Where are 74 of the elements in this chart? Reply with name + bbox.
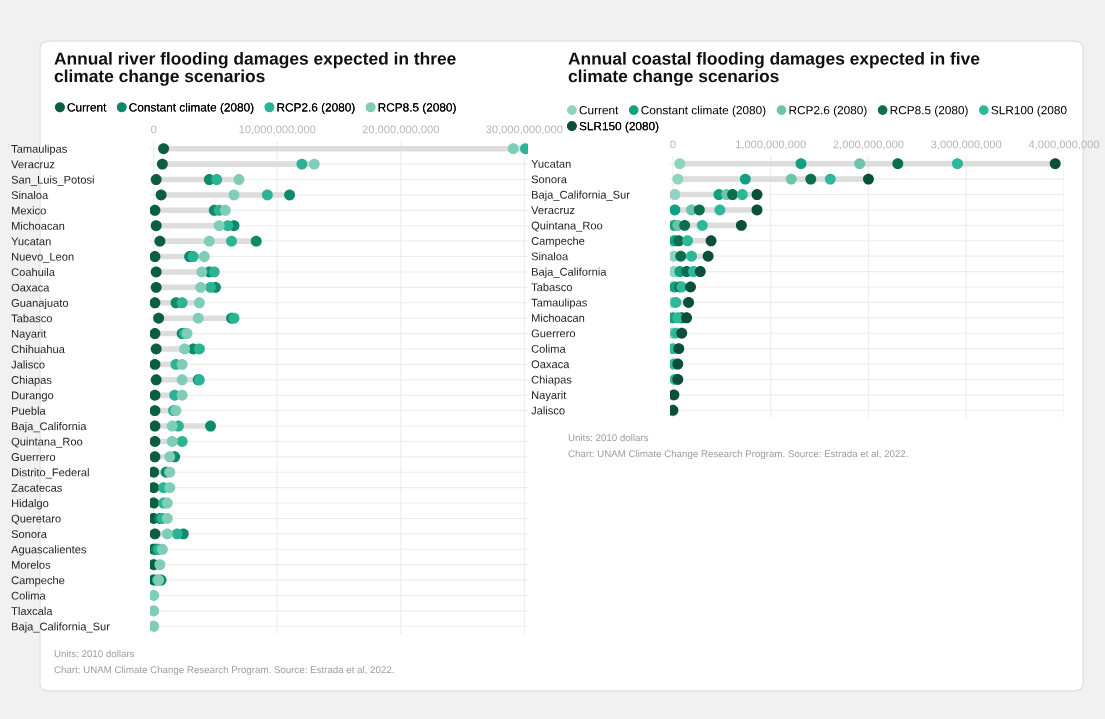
x-tick-label: 0 xyxy=(670,140,676,149)
y-tick-label: Sinaloa xyxy=(11,190,49,200)
legend-label: Constant climate (2080) xyxy=(129,102,254,114)
x-tick-label: 1,000,000,000 xyxy=(736,140,806,150)
y-tick-label: San_Luis_Potosi xyxy=(11,175,94,186)
y-tick-label: Tabasco xyxy=(11,314,53,323)
y-tick-label: Baja_California_Sur xyxy=(532,190,630,201)
x-tick-label: 20,000,000,000 xyxy=(362,125,439,135)
y-tick-label: Chiapas xyxy=(531,375,572,386)
y-tick-label: Michoacan xyxy=(532,313,585,322)
y-tick-label: Baja_California xyxy=(532,267,607,278)
y-tick-label: Sinaloa xyxy=(531,252,569,261)
y-tick-label: Yucatan xyxy=(11,237,51,246)
y-tick-label: Nayarit xyxy=(12,329,47,340)
y-tick-label: Michoacan xyxy=(12,221,65,230)
y-tick-label: Quintana_Roo xyxy=(531,221,603,232)
y-tick-label: Baja_California xyxy=(12,421,87,433)
legend-label: RCP8.5 (2080) xyxy=(890,105,968,117)
y-tick-label: Jalisco xyxy=(531,406,565,415)
y-tick-label: Chihuahua xyxy=(11,344,65,354)
y-tick-label: Tlaxcala xyxy=(11,606,53,616)
y-tick-label: Nayarit xyxy=(532,390,567,402)
text: Units: 2010 dollars xyxy=(568,434,649,442)
text: Chart: UNAM Climate Change Research Program. Source: Estrada et al, 2022. xyxy=(54,666,394,676)
y-tick-label: Yucatan xyxy=(531,160,571,168)
y-tick-label: Colima xyxy=(11,591,46,600)
y-tick-label: Colima xyxy=(531,344,566,353)
y-tick-label: Distrito_Federal xyxy=(12,468,89,479)
y-tick-label: Guerrero xyxy=(11,453,56,461)
y-tick-label: Durango xyxy=(12,391,54,402)
text: Units: 2010 dollars xyxy=(54,650,135,658)
y-tick-label: Sonora xyxy=(531,175,567,184)
legend-label: SLR100 (2080 xyxy=(991,105,1067,117)
chart-title: Annual coastal flooding damages expected in five climate change scenarios xyxy=(568,52,980,86)
x-tick-label: 3,000,000,000 xyxy=(931,140,1002,150)
y-tick-label: Oaxaca xyxy=(11,283,50,292)
y-tick-label: Baja_California_Sur xyxy=(12,622,110,633)
y-tick-label: Veracruz xyxy=(531,206,575,215)
y-tick-label: Veracruz xyxy=(11,160,55,169)
y-tick-label: Tamaulipas xyxy=(531,298,587,309)
y-tick-label: Mexico xyxy=(12,206,46,215)
legend-label: Current xyxy=(67,103,107,112)
y-tick-label: Puebla xyxy=(12,406,46,415)
y-tick-label: Chiapas xyxy=(11,375,52,387)
y-tick-label: Queretaro xyxy=(11,514,61,525)
x-tick-label: 30,000,000,000 xyxy=(486,125,563,135)
legend-label: RCP8.5 (2080) xyxy=(378,102,456,114)
y-tick-label: Sonora xyxy=(11,530,47,538)
legend-label: Constant climate (2080) xyxy=(641,105,766,117)
y-tick-label: Jalisco xyxy=(11,360,45,369)
chart-title: Annual river flooding damages expected in three climate change scenarios xyxy=(54,52,456,86)
legend-label: SLR150 (2080) xyxy=(579,121,659,133)
y-tick-label: Oaxaca xyxy=(531,360,570,369)
y-tick-label: Guanajuato xyxy=(11,298,69,310)
y-tick-label: Campeche xyxy=(531,236,585,248)
legend-label: Current xyxy=(579,106,619,115)
x-tick-label: 10,000,000,000 xyxy=(239,125,316,135)
y-tick-label: Aguascalientes xyxy=(11,545,87,556)
legend-label: RCP2.6 (2080) xyxy=(277,102,355,114)
y-tick-label: Hidalgo xyxy=(12,499,49,510)
y-tick-label: Tamaulipas xyxy=(11,144,67,156)
y-tick-label: Zacatecas xyxy=(11,484,62,492)
y-tick-label: Nuevo_Leon xyxy=(12,252,74,263)
y-tick-label: Guerrero xyxy=(531,329,576,338)
y-tick-label: Coahuila xyxy=(11,267,55,277)
y-tick-label: Quintana_Roo xyxy=(11,437,83,448)
y-tick-label: Campeche xyxy=(11,576,65,587)
y-tick-label: Morelos xyxy=(12,560,51,569)
legend-label: RCP2.6 (2080) xyxy=(789,105,867,117)
text: Chart: UNAM Climate Change Research Program. Source: Estrada et al, 2022. xyxy=(568,450,908,460)
x-tick-label: 0 xyxy=(151,125,157,134)
x-tick-label: 4,000,000,000 xyxy=(1028,140,1100,150)
x-tick-label: 2,000,000,000 xyxy=(833,140,904,150)
y-tick-label: Tabasco xyxy=(531,282,573,292)
